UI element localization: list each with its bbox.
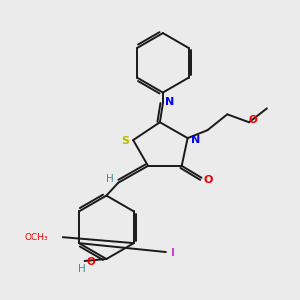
Text: O: O (86, 257, 95, 267)
Text: N: N (191, 135, 200, 145)
Text: OCH₃: OCH₃ (24, 233, 48, 242)
Text: O: O (249, 115, 257, 125)
Text: H: H (106, 174, 114, 184)
Text: I: I (171, 248, 175, 258)
Text: N: N (165, 98, 174, 107)
Text: S: S (121, 136, 129, 146)
Text: O: O (204, 175, 213, 185)
Text: H: H (78, 264, 86, 274)
